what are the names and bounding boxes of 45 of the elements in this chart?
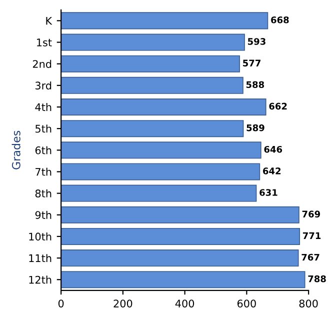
x-tick-label: 0 bbox=[58, 300, 64, 308]
y-tick-label: 4th bbox=[35, 103, 52, 111]
bar bbox=[61, 142, 262, 159]
y-tick-label: 6th bbox=[35, 146, 52, 154]
data-label: 588 bbox=[246, 81, 264, 88]
y-tick-label: 9th bbox=[35, 210, 52, 219]
bar bbox=[61, 184, 257, 202]
data-label: 788 bbox=[308, 275, 326, 282]
bar bbox=[61, 163, 260, 180]
bar bbox=[61, 271, 306, 288]
bar bbox=[61, 250, 299, 267]
y-tick-label: 3rd bbox=[35, 81, 52, 90]
bar bbox=[61, 34, 245, 51]
bar bbox=[61, 228, 300, 245]
data-label: 631 bbox=[260, 189, 278, 196]
bar bbox=[61, 206, 300, 224]
bar bbox=[61, 98, 266, 116]
y-tick-label: 7th bbox=[36, 168, 52, 176]
data-label: 589 bbox=[246, 124, 264, 132]
y-tick-label: 1st bbox=[37, 38, 52, 46]
data-label: 593 bbox=[248, 38, 266, 45]
x-tick-label: 800 bbox=[299, 300, 318, 308]
y-tick-label: 10th bbox=[29, 232, 52, 241]
y-tick-label: 2nd bbox=[32, 60, 52, 68]
data-label: 646 bbox=[264, 146, 282, 153]
bar bbox=[61, 12, 268, 30]
data-label: 769 bbox=[302, 210, 320, 218]
data-label: 767 bbox=[302, 254, 320, 261]
y-axis-title: Grades bbox=[12, 130, 20, 170]
data-label: 771 bbox=[302, 232, 321, 239]
y-tick-label: K bbox=[46, 17, 52, 25]
bar bbox=[61, 76, 244, 94]
y-tick-label: 5th bbox=[36, 124, 52, 133]
y-tick-label: 11th bbox=[29, 254, 52, 262]
bar bbox=[61, 120, 244, 138]
y-tick-label: 8th bbox=[35, 189, 52, 198]
x-tick-label: 200 bbox=[114, 300, 132, 308]
y-tick-label: 12th bbox=[29, 276, 52, 284]
x-tick-label: 600 bbox=[237, 300, 256, 308]
x-tick-label: 400 bbox=[175, 300, 194, 308]
data-label: 642 bbox=[263, 168, 281, 174]
bar bbox=[61, 55, 240, 72]
data-label: 662 bbox=[269, 102, 287, 110]
data-label: 577 bbox=[243, 60, 260, 66]
data-label: 668 bbox=[271, 16, 289, 24]
